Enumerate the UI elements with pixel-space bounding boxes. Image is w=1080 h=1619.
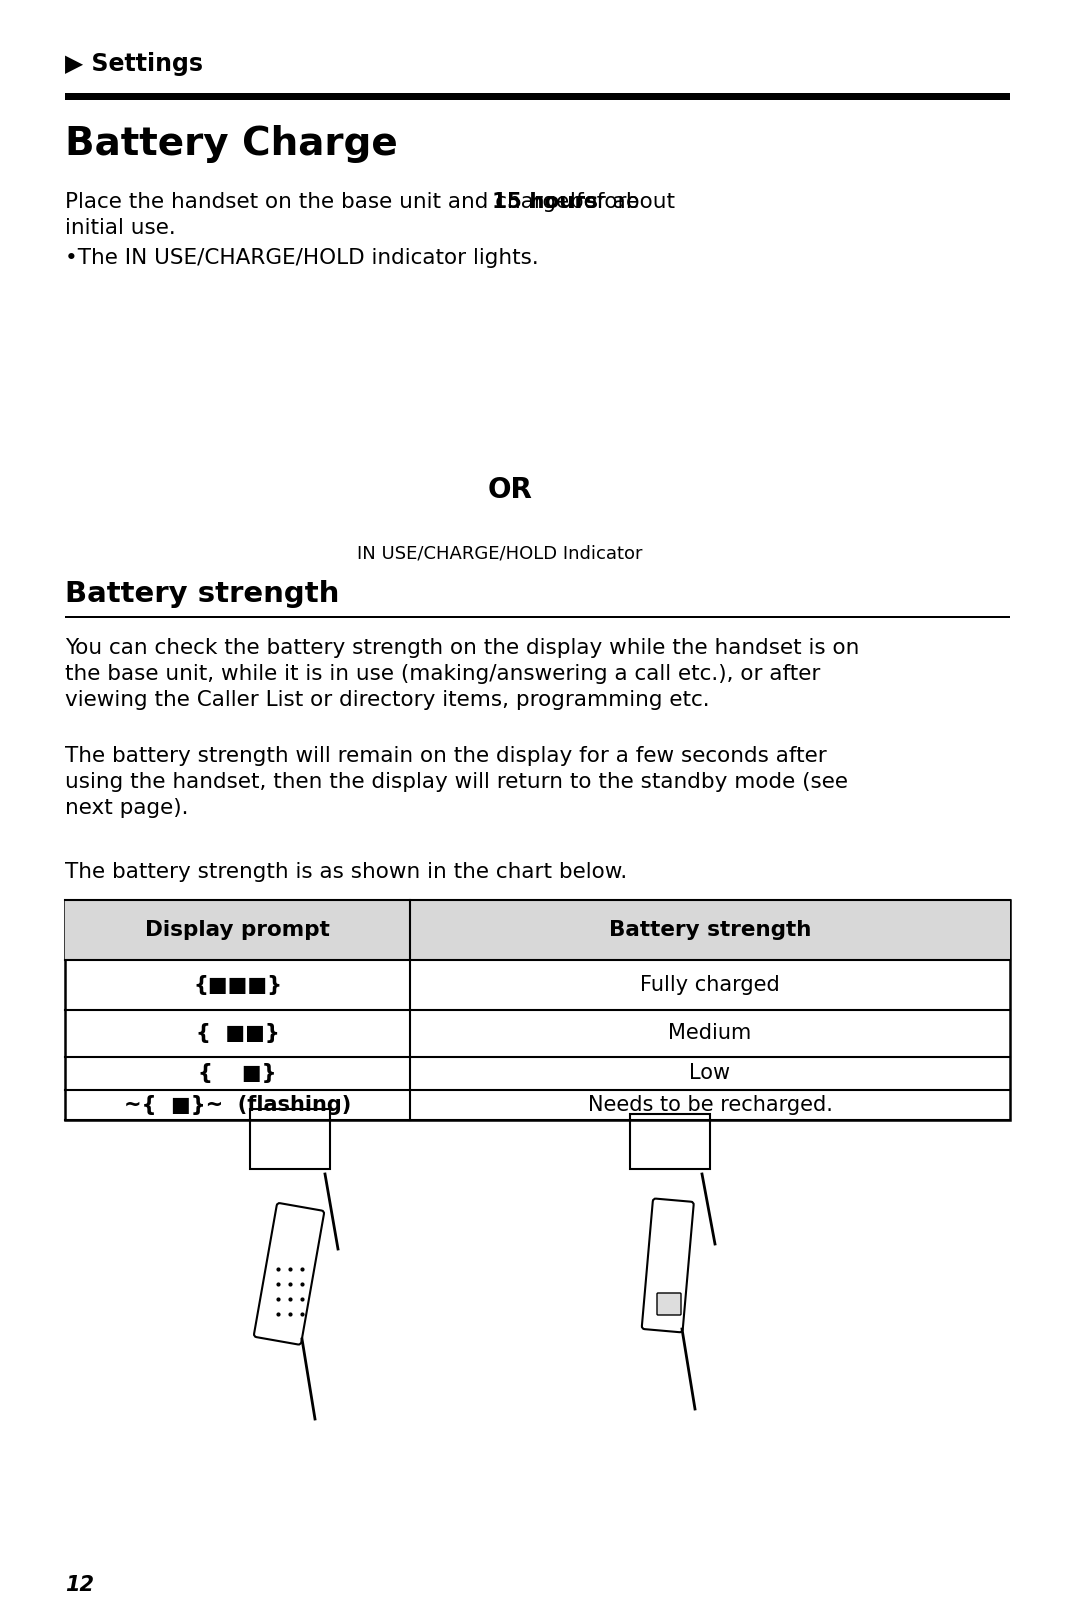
Polygon shape (630, 1114, 710, 1169)
Text: The battery strength is as shown in the chart below.: The battery strength is as shown in the … (65, 861, 627, 882)
Text: next page).: next page). (65, 798, 189, 818)
Text: Battery strength: Battery strength (609, 920, 811, 941)
Polygon shape (249, 1109, 330, 1169)
Text: Fully charged: Fully charged (640, 975, 780, 996)
Text: Medium: Medium (669, 1023, 752, 1043)
Text: 12: 12 (65, 1575, 94, 1595)
Text: Place the handset on the base unit and charge for about: Place the handset on the base unit and c… (65, 193, 681, 212)
Text: viewing the Caller List or directory items, programming etc.: viewing the Caller List or directory ite… (65, 690, 710, 711)
Text: ~{  ■}~  (flashing): ~{ ■}~ (flashing) (124, 1094, 351, 1115)
Bar (65, 92, 1010, 100)
FancyBboxPatch shape (642, 1198, 693, 1332)
Text: Battery Charge: Battery Charge (65, 125, 397, 164)
Text: before: before (563, 193, 639, 212)
Text: ▶ Settings: ▶ Settings (65, 52, 203, 76)
FancyBboxPatch shape (254, 1203, 324, 1344)
FancyBboxPatch shape (657, 1294, 681, 1315)
Text: Low: Low (689, 1064, 730, 1083)
Text: 15 hours: 15 hours (491, 193, 597, 212)
Text: {    ■}: { ■} (199, 1064, 276, 1083)
Text: IN USE/CHARGE/HOLD Indicator: IN USE/CHARGE/HOLD Indicator (357, 546, 643, 563)
Text: {  ■■}: { ■■} (195, 1023, 280, 1043)
Text: {■■■}: {■■■} (193, 975, 282, 996)
Text: OR: OR (487, 476, 532, 504)
Text: •The IN USE/CHARGE/HOLD indicator lights.: •The IN USE/CHARGE/HOLD indicator lights… (65, 248, 539, 269)
Text: using the handset, then the display will return to the standby mode (see: using the handset, then the display will… (65, 772, 848, 792)
Text: initial use.: initial use. (65, 219, 176, 238)
Text: You can check the battery strength on the display while the handset is on: You can check the battery strength on th… (65, 638, 860, 657)
Bar (65, 615, 1010, 618)
Text: Needs to be recharged.: Needs to be recharged. (588, 1094, 833, 1115)
Bar (65, 900, 1010, 960)
Text: The battery strength will remain on the display for a few seconds after: The battery strength will remain on the … (65, 746, 827, 766)
Bar (65, 900, 1010, 1120)
Text: Display prompt: Display prompt (145, 920, 329, 941)
Text: Battery strength: Battery strength (65, 580, 339, 609)
Text: the base unit, while it is in use (making/answering a call etc.), or after: the base unit, while it is in use (makin… (65, 664, 821, 683)
